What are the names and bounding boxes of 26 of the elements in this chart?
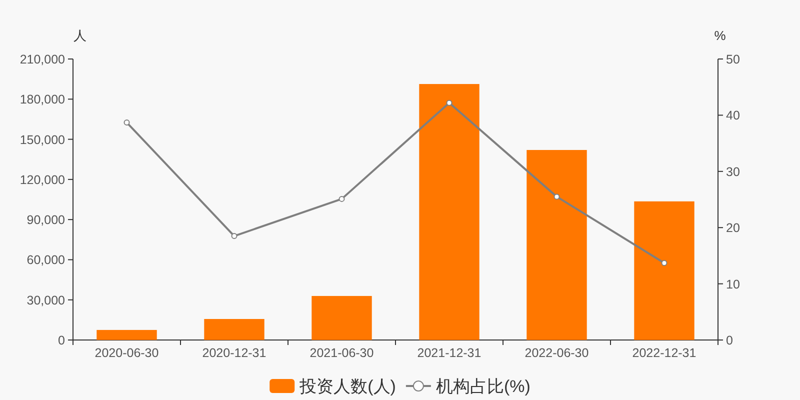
y-tick-label: 210,000 — [20, 52, 65, 66]
y2-tick-label: 50 — [726, 52, 740, 66]
ylabel: 人 — [74, 28, 86, 43]
y-tick-label: 60,000 — [26, 253, 65, 268]
y-tick-label: 0 — [58, 334, 65, 348]
y2label: % — [714, 28, 726, 43]
legend-item: 机构占比(%) — [406, 377, 530, 396]
y2-tick-label: 10 — [726, 277, 740, 292]
x-tick-label: 2022-12-31 — [632, 346, 696, 360]
y2-tick-label: 40 — [726, 108, 740, 123]
x-tick-label: 2021-06-30 — [310, 346, 374, 360]
x-tick-label: 2020-06-30 — [94, 346, 159, 360]
y-tick-label: 90,000 — [26, 213, 65, 228]
y-tick-label: 150,000 — [20, 132, 65, 147]
x-tick-label: 2021-12-31 — [417, 346, 482, 360]
y-tick-label: 30,000 — [26, 293, 65, 308]
y2-tick-label: 30 — [726, 164, 740, 179]
y2-tick-label: 0 — [726, 334, 733, 348]
legend-item: 投资人数(人) — [270, 377, 396, 396]
y2-tick-label: 20 — [726, 221, 740, 236]
y-tick-label: 120,000 — [20, 172, 65, 187]
legend-label: 机构占比(%) — [436, 377, 530, 396]
x-tick-label: 2020-12-31 — [202, 346, 266, 360]
y-tick-label: 180,000 — [20, 92, 65, 107]
legend-label: 投资人数(人) — [298, 377, 396, 396]
x-tick-label: 2022-06-30 — [524, 346, 589, 360]
